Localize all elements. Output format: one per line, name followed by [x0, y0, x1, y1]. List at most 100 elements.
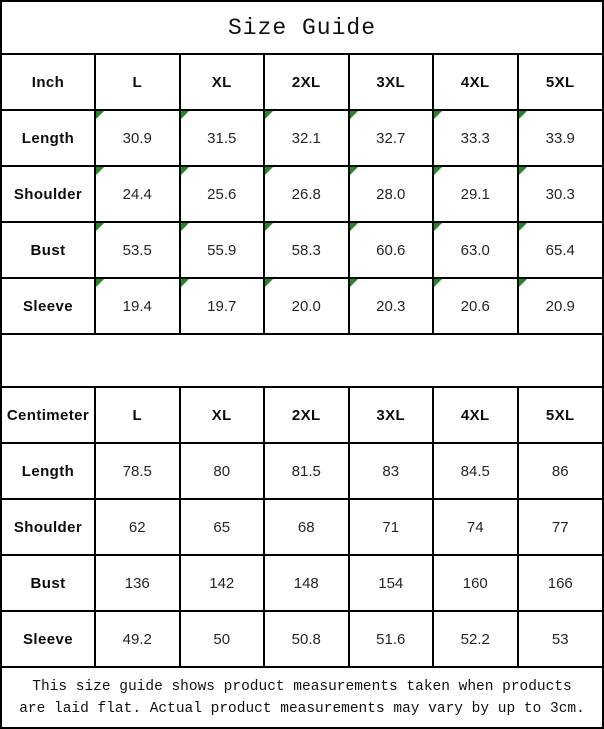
corner-flag-icon: [265, 168, 273, 175]
measurement-cell: 63.0: [432, 221, 519, 279]
measurement-value: 55.9: [207, 241, 237, 259]
cm-sleeve-row: Sleeve 49.2 50 50.8 51.6 52.2 53: [2, 610, 602, 668]
inch-header-row: Inch L XL 2XL 3XL 4XL 5XL: [2, 53, 602, 111]
page-title: Size Guide: [227, 14, 377, 41]
measurement-cell: 74: [432, 498, 519, 556]
measurement-cell: 71: [347, 498, 434, 556]
inch-col-header-2xl: 2XL: [263, 53, 350, 111]
measurement-cell: 33.9: [516, 109, 602, 167]
inch-shoulder-row: Shoulder 24.4 25.6 26.8 28.0 29.1 30.3: [2, 165, 602, 223]
measurement-cell: 53: [516, 610, 602, 668]
measurement-value: 30.3: [545, 185, 575, 203]
footer-note: This size guide shows product measuremen…: [2, 668, 602, 727]
measurement-value: 20.3: [376, 297, 406, 315]
inch-col-header-xl: XL: [178, 53, 265, 111]
cm-shoulder-row: Shoulder 62 65 68 71 74 77: [2, 498, 602, 556]
cm-col-header-2xl: 2XL: [263, 386, 350, 444]
measurement-value: 26.8: [291, 185, 321, 203]
measurement-value: 20.6: [460, 297, 490, 315]
measurement-cell: 65.4: [516, 221, 602, 279]
measurement-value: 19.4: [122, 297, 152, 315]
cm-col-header-4xl: 4XL: [432, 386, 519, 444]
measurement-value: 29.1: [460, 185, 490, 203]
measurement-cell: 31.5: [178, 109, 265, 167]
measurement-value: 63.0: [460, 241, 490, 259]
measurement-cell: 32.7: [347, 109, 434, 167]
measurement-cell: 52.2: [432, 610, 519, 668]
measurement-cell: 20.9: [516, 277, 602, 335]
measurement-cell: 28.0: [347, 165, 434, 223]
cm-unit-header-cell: Centimeter: [2, 386, 96, 444]
measurement-cell: 55.9: [178, 221, 265, 279]
measurement-value: 33.3: [460, 129, 490, 147]
measurement-cell: 60.6: [347, 221, 434, 279]
corner-flag-icon: [519, 112, 527, 119]
measurement-cell: 166: [516, 554, 602, 612]
measurement-cell: 50: [178, 610, 265, 668]
measurement-value: 20.9: [545, 297, 575, 315]
corner-flag-icon: [181, 112, 189, 119]
measurement-cell: 50.8: [263, 610, 350, 668]
corner-flag-icon: [519, 224, 527, 231]
measurement-cell: 78.5: [94, 442, 181, 500]
measurement-value: 32.7: [376, 129, 406, 147]
measurement-value: 33.9: [545, 129, 575, 147]
corner-flag-icon: [181, 280, 189, 287]
inch-length-row: Length 30.9 31.5 32.1 32.7 33.3 33.9: [2, 109, 602, 167]
measurement-cell: 77: [516, 498, 602, 556]
row-label-cell: Length: [2, 109, 96, 167]
row-label-cell: Shoulder: [2, 165, 96, 223]
measurement-cell: 49.2: [94, 610, 181, 668]
corner-flag-icon: [434, 224, 442, 231]
measurement-cell: 142: [178, 554, 265, 612]
measurement-cell: 20.3: [347, 277, 434, 335]
measurement-cell: 62: [94, 498, 181, 556]
corner-flag-icon: [96, 112, 104, 119]
measurement-cell: 58.3: [263, 221, 350, 279]
inch-col-header-3xl: 3XL: [347, 53, 434, 111]
corner-flag-icon: [96, 168, 104, 175]
measurement-cell: 80: [178, 442, 265, 500]
measurement-cell: 51.6: [347, 610, 434, 668]
measurement-cell: 81.5: [263, 442, 350, 500]
measurement-cell: 25.6: [178, 165, 265, 223]
measurement-value: 24.4: [122, 185, 152, 203]
corner-flag-icon: [519, 168, 527, 175]
corner-flag-icon: [434, 168, 442, 175]
measurement-cell: 148: [263, 554, 350, 612]
cm-length-row: Length 78.5 80 81.5 83 84.5 86: [2, 442, 602, 500]
footer-note-line1: This size guide shows product measuremen…: [32, 678, 572, 695]
inch-unit-header-cell: Inch: [2, 53, 96, 111]
inch-col-header-4xl: 4XL: [432, 53, 519, 111]
measurement-cell: 83: [347, 442, 434, 500]
cm-bust-row: Bust 136 142 148 154 160 166: [2, 554, 602, 612]
corner-flag-icon: [181, 224, 189, 231]
measurement-cell: 136: [94, 554, 181, 612]
cm-col-header-l: L: [94, 386, 181, 444]
measurement-cell: 20.0: [263, 277, 350, 335]
measurement-cell: 30.3: [516, 165, 602, 223]
measurement-value: 65.4: [545, 241, 575, 259]
measurement-value: 31.5: [207, 129, 237, 147]
corner-flag-icon: [434, 280, 442, 287]
measurement-cell: 84.5: [432, 442, 519, 500]
measurement-cell: 65: [178, 498, 265, 556]
measurement-value: 30.9: [122, 129, 152, 147]
corner-flag-icon: [265, 112, 273, 119]
measurement-cell: 29.1: [432, 165, 519, 223]
table-spacer: [2, 335, 602, 386]
measurement-cell: 19.7: [178, 277, 265, 335]
row-label-cell: Length: [2, 442, 96, 500]
measurement-value: 20.0: [291, 297, 321, 315]
footer-note-line2: are laid flat. Actual product measuremen…: [19, 700, 585, 717]
corner-flag-icon: [96, 224, 104, 231]
measurement-cell: 33.3: [432, 109, 519, 167]
measurement-value: 19.7: [207, 297, 237, 315]
corner-flag-icon: [350, 224, 358, 231]
corner-flag-icon: [350, 280, 358, 287]
measurement-cell: 30.9: [94, 109, 181, 167]
corner-flag-icon: [350, 112, 358, 119]
measurement-cell: 86: [516, 442, 602, 500]
corner-flag-icon: [434, 112, 442, 119]
inch-sleeve-row: Sleeve 19.4 19.7 20.0 20.3 20.6 20.9: [2, 277, 602, 335]
